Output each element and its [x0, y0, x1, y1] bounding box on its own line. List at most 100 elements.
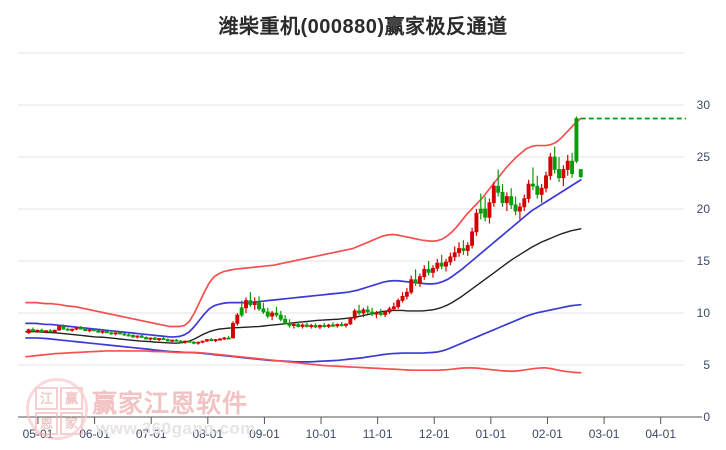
band-line-upper-outer	[25, 117, 582, 328]
candlestick	[170, 339, 175, 343]
candlestick	[200, 340, 205, 344]
candlestick	[504, 192, 509, 212]
candlestick	[413, 269, 418, 286]
candlestick	[378, 308, 383, 317]
candlestick	[209, 337, 214, 342]
x-axis-tick-label: 07-01	[136, 427, 167, 441]
candlestick	[65, 327, 70, 331]
candlestick	[231, 321, 235, 339]
candlestick	[161, 336, 166, 341]
candlestick	[274, 306, 279, 318]
candlestick	[422, 265, 427, 280]
watermark-logo-char-3: 恩	[35, 412, 58, 435]
candlestick	[70, 328, 75, 332]
candlestick	[252, 297, 257, 310]
candlestick	[61, 324, 66, 330]
candlestick	[400, 292, 405, 303]
candlestick	[526, 179, 531, 203]
candlestick	[74, 326, 79, 331]
candlestick	[304, 322, 309, 328]
candlestick	[565, 154, 570, 176]
candlestick	[287, 319, 292, 328]
y-axis-tick-label: 10	[697, 306, 711, 320]
candlestick	[339, 321, 344, 327]
candlestick	[457, 242, 461, 257]
band-line-mid	[25, 228, 582, 344]
x-axis-tick-label: 09-01	[249, 427, 280, 441]
candlestick	[257, 296, 262, 311]
candlestick	[131, 334, 135, 338]
candlestick	[417, 273, 422, 287]
watermark-logo-char-2: 赢	[60, 387, 83, 410]
candlestick	[139, 334, 144, 338]
candlestick	[461, 240, 466, 255]
candlestick	[291, 322, 296, 329]
candlestick	[344, 323, 348, 328]
candlestick	[35, 329, 40, 333]
candlestick	[31, 327, 35, 332]
candlestick	[126, 333, 131, 337]
y-axis-tick-label: 0	[703, 410, 710, 424]
candlestick	[391, 302, 396, 311]
candlestick	[244, 297, 248, 313]
candlestick	[317, 324, 322, 330]
candlestick	[352, 308, 357, 321]
candlestick	[452, 246, 457, 261]
candlestick	[96, 329, 101, 333]
candlestick	[222, 336, 227, 341]
band-line-lower-outer	[25, 350, 582, 374]
candlestick	[300, 323, 305, 329]
candlestick	[348, 317, 353, 325]
candlestick	[235, 313, 240, 326]
candlestick	[326, 323, 331, 329]
candlestick	[357, 304, 362, 316]
candlestick	[78, 326, 83, 330]
candlestick	[122, 332, 127, 336]
candlestick	[544, 171, 548, 193]
candlestick	[183, 340, 188, 344]
y-axis-tick-label: 5	[703, 358, 710, 372]
candlestick	[496, 169, 501, 197]
candlestick	[387, 306, 392, 315]
candlestick	[535, 175, 540, 199]
y-axis-tick-label: 15	[697, 254, 711, 268]
candlestick	[383, 310, 388, 318]
candlestick	[148, 337, 153, 341]
candlestick	[248, 292, 253, 307]
candlestick	[474, 209, 479, 237]
watermark-logo-char-1: 江	[35, 387, 58, 410]
candlestick	[439, 254, 444, 270]
candlestick	[270, 310, 275, 321]
candlestick	[26, 328, 31, 334]
candlestick	[409, 275, 414, 295]
x-axis-tick-label: 01-01	[476, 427, 507, 441]
candlestick	[57, 325, 62, 331]
candlestick	[91, 328, 96, 332]
candlestick	[296, 321, 301, 328]
candlestick	[548, 152, 553, 180]
x-axis-tick-label: 06-01	[79, 427, 110, 441]
candlestick	[261, 302, 266, 315]
candlestick	[396, 298, 401, 309]
candlestick	[335, 323, 340, 328]
candlestick	[265, 307, 270, 319]
y-axis-tick-label: 30	[697, 98, 711, 112]
candlestick	[217, 337, 222, 341]
candlestick	[539, 184, 544, 203]
candlestick	[239, 300, 244, 318]
candlestick	[83, 328, 88, 332]
x-axis-tick-label: 03-01	[589, 427, 620, 441]
candlestick	[470, 227, 475, 249]
candlestick	[552, 146, 557, 174]
candlestick	[283, 315, 288, 325]
candlestick	[204, 339, 209, 343]
candlestick	[561, 165, 566, 187]
candlestick	[144, 336, 148, 340]
candlestick	[557, 157, 561, 182]
watermark-logo-char-4: 家	[60, 412, 83, 435]
candlestick	[48, 329, 53, 333]
candlestick	[44, 330, 48, 334]
watermark-brand: 赢家江恩软件	[92, 390, 249, 418]
